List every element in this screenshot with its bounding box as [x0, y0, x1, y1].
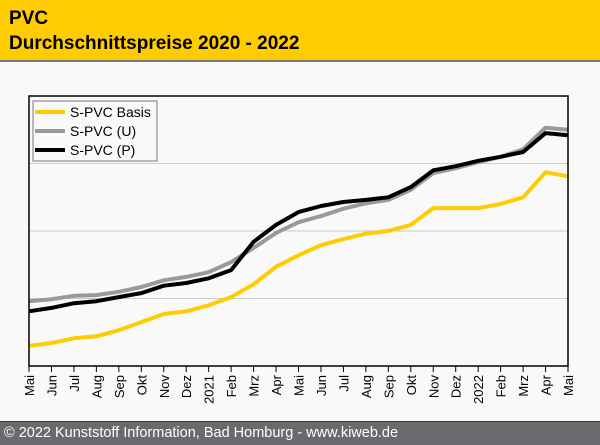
x-tick-label: 2022 [471, 375, 486, 404]
x-tick-label: Mrz [516, 375, 531, 397]
x-tick-label: Nov [157, 375, 172, 399]
x-tick-label: Okt [134, 375, 149, 396]
legend-label-0: S-PVC Basis [70, 104, 151, 120]
x-tick-label: Jul [67, 375, 82, 392]
x-tick-label: Nov [426, 375, 441, 399]
series-line-0 [28, 170, 569, 348]
gridlines [29, 163, 568, 299]
footer-copyright: © 2022 Kunststoff Information, Bad Hombu… [4, 425, 399, 441]
x-tick-label: Aug [359, 375, 374, 398]
x-tick-label: Sep [112, 375, 127, 398]
chart-title: PVC [9, 8, 49, 29]
chart-subtitle: Durchschnittspreise 2020 - 2022 [9, 33, 300, 54]
chart-header: PVC Durchschnittspreise 2020 - 2022 [0, 0, 600, 62]
x-tick-label: Mai [22, 375, 37, 396]
x-tick-label: Apr [539, 374, 554, 395]
x-tick-label: Dez [449, 375, 464, 398]
legend-label-2: S-PVC (P) [70, 142, 135, 158]
x-tick-label: Sep [381, 375, 396, 398]
footer: © 2022 Kunststoff Information, Bad Hombu… [0, 421, 600, 445]
x-tick-label: Jul [336, 375, 351, 392]
x-tick-label: Apr [269, 374, 284, 395]
x-tick-label: Okt [404, 375, 419, 396]
x-tick-label: Mai [292, 375, 307, 396]
x-tick-label: Mai [561, 375, 576, 396]
x-tick-label: Feb [494, 375, 509, 397]
x-tick-label: Jun [44, 375, 59, 396]
x-axis: Mai Jun Jul Aug Sep Okt Nov Dez 2021 Feb Mrz Apr Mai… [22, 366, 576, 404]
x-tick-label: Aug [89, 375, 104, 398]
legend: S-PVC Basis S-PVC (U) S-PVC (P) [32, 100, 158, 162]
line-chart: Mai Jun Jul Aug Sep Okt Nov Dez 2021 Feb Mrz Apr Mai… [22, 95, 576, 404]
series-line-2 [28, 131, 569, 314]
x-tick-label: Mrz [247, 375, 262, 397]
x-tick-label: 2021 [202, 375, 217, 404]
x-tick-label: Feb [224, 375, 239, 397]
x-tick-label: Dez [179, 375, 194, 398]
series-lines [28, 125, 569, 348]
x-tick-label: Jun [314, 375, 329, 396]
legend-label-1: S-PVC (U) [70, 123, 136, 139]
